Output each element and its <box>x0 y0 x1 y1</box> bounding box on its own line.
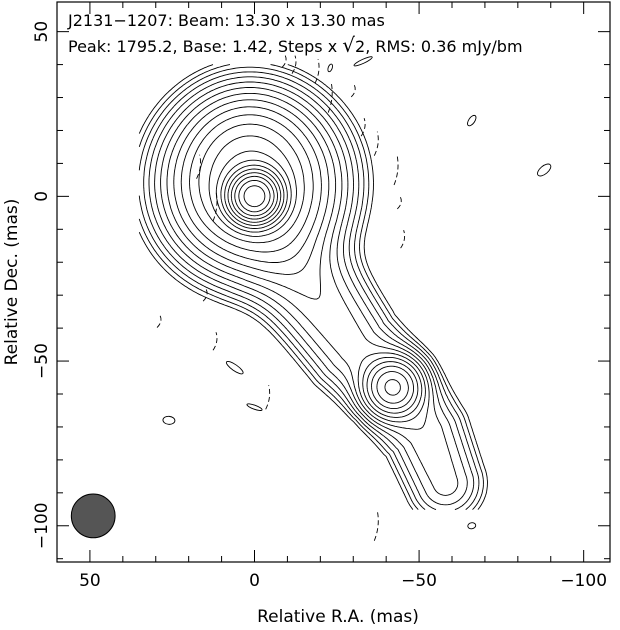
contour-level <box>166 92 426 423</box>
contour-level <box>160 87 430 430</box>
negative-contour <box>156 315 162 328</box>
negative-contour <box>202 288 208 302</box>
y-tick-label: 0 <box>32 191 52 202</box>
y-tick-labels: 50 0 −50 −100 <box>32 21 52 549</box>
contour-level <box>180 106 419 414</box>
positive-island <box>353 56 373 67</box>
contour-level <box>243 185 266 208</box>
contour-level <box>143 71 475 511</box>
contour-level <box>234 175 275 217</box>
contour-level <box>224 164 285 226</box>
positive-island <box>467 522 477 530</box>
contour-level <box>230 172 278 220</box>
header-line-1: J2131−1207: Beam: 13.30 x 13.30 mas <box>67 11 385 30</box>
negative-contour <box>196 154 201 179</box>
contour-level <box>227 168 282 223</box>
y-tick-label: −100 <box>32 502 52 549</box>
positive-island <box>162 415 176 425</box>
header-line-2-suffix: , RMS: 0.36 mJy/bm <box>365 37 522 56</box>
negative-contour <box>350 84 356 98</box>
x-tick-label: −50 <box>401 571 437 591</box>
negative-contour <box>373 131 379 156</box>
contour-level <box>173 99 423 418</box>
contour-group <box>138 64 488 511</box>
contour-level <box>138 64 484 510</box>
negative-contour <box>397 196 402 210</box>
y-tick-label: −50 <box>32 343 52 379</box>
contour-level <box>238 180 271 213</box>
negative-contour <box>212 332 218 351</box>
negative-contour <box>373 510 379 541</box>
positive-island <box>327 63 333 73</box>
negative-contour <box>281 55 287 68</box>
negative-contour <box>291 55 297 74</box>
plot-frame <box>56 1 611 563</box>
x-tick-label: −100 <box>560 571 607 591</box>
positive-island <box>537 163 552 177</box>
positive-island <box>467 114 477 127</box>
beam-ellipse <box>70 493 116 539</box>
contour-level <box>208 135 401 396</box>
header-line-2-prefix: Peak: 1795.2, Base: 1.42, Steps x <box>68 37 342 56</box>
sqrt-glyph: √ <box>342 33 355 57</box>
contour-level <box>189 114 414 410</box>
header-line-2: Peak: 1795.2, Base: 1.42, Steps x √2, RM… <box>68 33 523 57</box>
axis-ticks <box>56 2 610 562</box>
contour-level <box>148 76 468 506</box>
x-tick-label: 50 <box>79 571 101 591</box>
negative-contour <box>265 385 271 410</box>
noise-contour-group <box>156 55 552 541</box>
x-tick-label: 0 <box>249 571 260 591</box>
contour-level <box>138 66 480 510</box>
x-axis-label: Relative R.A. (mas) <box>257 607 419 627</box>
negative-contour <box>360 118 366 137</box>
negative-contour <box>314 59 320 84</box>
negative-contour <box>327 82 333 113</box>
contour-level <box>215 150 292 233</box>
positive-island <box>246 403 263 411</box>
y-axis-label: Relative Dec. (mas) <box>2 199 22 366</box>
negative-contour <box>212 191 218 222</box>
contour-level <box>220 159 288 229</box>
negative-contour <box>393 154 399 186</box>
negative-contour <box>400 230 406 249</box>
x-tick-labels: 50 0 −50 −100 <box>79 571 607 591</box>
positive-island <box>225 360 244 375</box>
contour-level <box>198 123 409 404</box>
contour-level <box>154 81 459 496</box>
y-tick-label: 50 <box>32 21 52 43</box>
header-line-2-step: 2 <box>355 37 365 56</box>
contour-level <box>138 64 488 510</box>
